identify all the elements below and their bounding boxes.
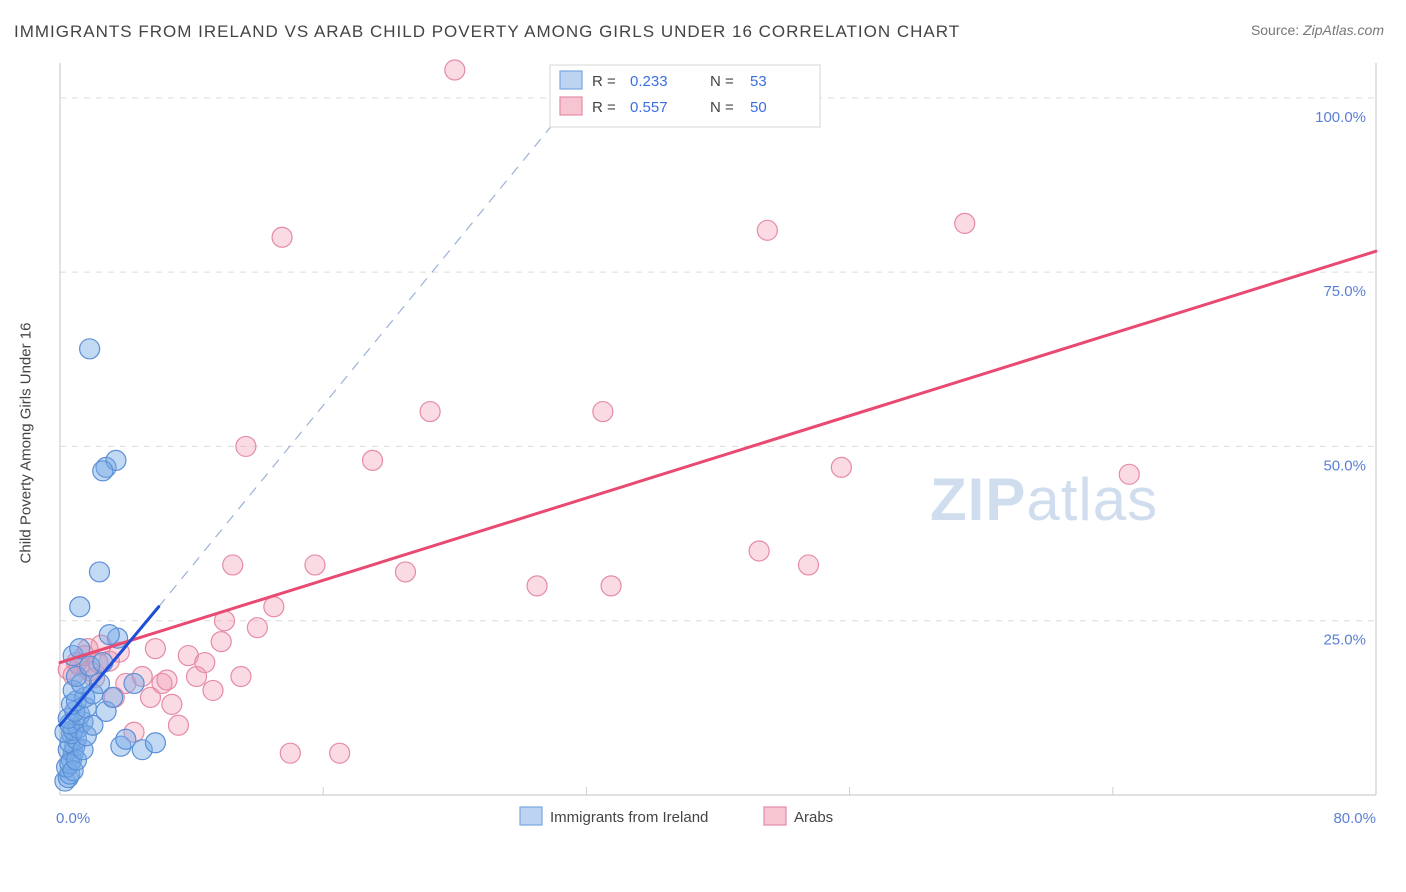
- series-legend: Immigrants from Ireland Arabs: [520, 807, 833, 826]
- data-point: [231, 666, 251, 686]
- data-point: [264, 597, 284, 617]
- data-point: [247, 618, 267, 638]
- data-point: [162, 694, 182, 714]
- data-point: [749, 541, 769, 561]
- data-point: [601, 576, 621, 596]
- scatter-plot: 25.0% 50.0% 75.0% 100.0% 0.0% 80.0% R = 0.233 N…: [50, 55, 1386, 830]
- correlation-legend: R = 0.233 N = 53 R = 0.557 N = 50: [550, 65, 820, 127]
- series-ireland: [55, 339, 165, 791]
- y-tick-label: 25.0%: [1323, 632, 1366, 649]
- data-point: [103, 687, 123, 707]
- source-attribution: Source: ZipAtlas.com: [1251, 22, 1384, 38]
- legend-r-label: R =: [592, 99, 616, 116]
- gridlines: [60, 98, 1376, 621]
- data-point: [145, 639, 165, 659]
- legend-swatch: [764, 807, 786, 825]
- source-label: Source:: [1251, 22, 1299, 38]
- chart-container: Child Poverty Among Girls Under 16 ZIPat…: [50, 55, 1386, 830]
- data-point: [363, 450, 383, 470]
- data-point: [955, 213, 975, 233]
- source-value: ZipAtlas.com: [1303, 22, 1384, 38]
- data-point: [757, 220, 777, 240]
- data-point: [211, 632, 231, 652]
- legend-n-label: N =: [710, 73, 734, 90]
- data-point: [195, 653, 215, 673]
- data-point: [93, 653, 113, 673]
- data-point: [272, 227, 292, 247]
- y-tick-label: 50.0%: [1323, 457, 1366, 474]
- data-point: [593, 402, 613, 422]
- trend-line-ireland-extension: [159, 63, 603, 607]
- data-point: [70, 597, 90, 617]
- data-point: [280, 743, 300, 763]
- axes: [60, 63, 1376, 795]
- legend-swatch: [560, 97, 582, 115]
- legend-label: Immigrants from Ireland: [550, 809, 708, 826]
- data-point: [157, 670, 177, 690]
- data-point: [330, 743, 350, 763]
- legend-swatch: [520, 807, 542, 825]
- legend-n-value: 53: [750, 73, 767, 90]
- trend-line-arabs: [60, 251, 1376, 662]
- data-point: [223, 555, 243, 575]
- data-point: [305, 555, 325, 575]
- legend-label: Arabs: [794, 809, 833, 826]
- legend-r-value: 0.557: [630, 99, 668, 116]
- data-point: [395, 562, 415, 582]
- data-point: [798, 555, 818, 575]
- legend-n-value: 50: [750, 99, 767, 116]
- legend-r-value: 0.233: [630, 73, 668, 90]
- data-point: [1119, 464, 1139, 484]
- legend-n-label: N =: [710, 99, 734, 116]
- data-point: [124, 673, 144, 693]
- series-arabs: [58, 60, 1139, 763]
- y-tick-label: 75.0%: [1323, 283, 1366, 300]
- data-point: [168, 715, 188, 735]
- legend-box: [550, 65, 820, 127]
- data-point: [80, 339, 100, 359]
- data-point: [89, 562, 109, 582]
- data-point: [99, 625, 119, 645]
- data-point: [203, 680, 223, 700]
- data-point: [445, 60, 465, 80]
- data-point: [527, 576, 547, 596]
- x-tick-label: 80.0%: [1333, 810, 1376, 827]
- chart-title: IMMIGRANTS FROM IRELAND VS ARAB CHILD PO…: [14, 22, 960, 42]
- y-tick-label: 100.0%: [1315, 109, 1366, 126]
- data-point: [236, 436, 256, 456]
- x-tick-label: 0.0%: [56, 810, 90, 827]
- data-point: [831, 457, 851, 477]
- y-axis-title: Child Poverty Among Girls Under 16: [18, 322, 35, 563]
- legend-r-label: R =: [592, 73, 616, 90]
- tick-labels: 25.0% 50.0% 75.0% 100.0% 0.0% 80.0%: [56, 109, 1376, 827]
- data-point: [93, 461, 113, 481]
- legend-swatch: [560, 71, 582, 89]
- data-point: [145, 733, 165, 753]
- data-point: [420, 402, 440, 422]
